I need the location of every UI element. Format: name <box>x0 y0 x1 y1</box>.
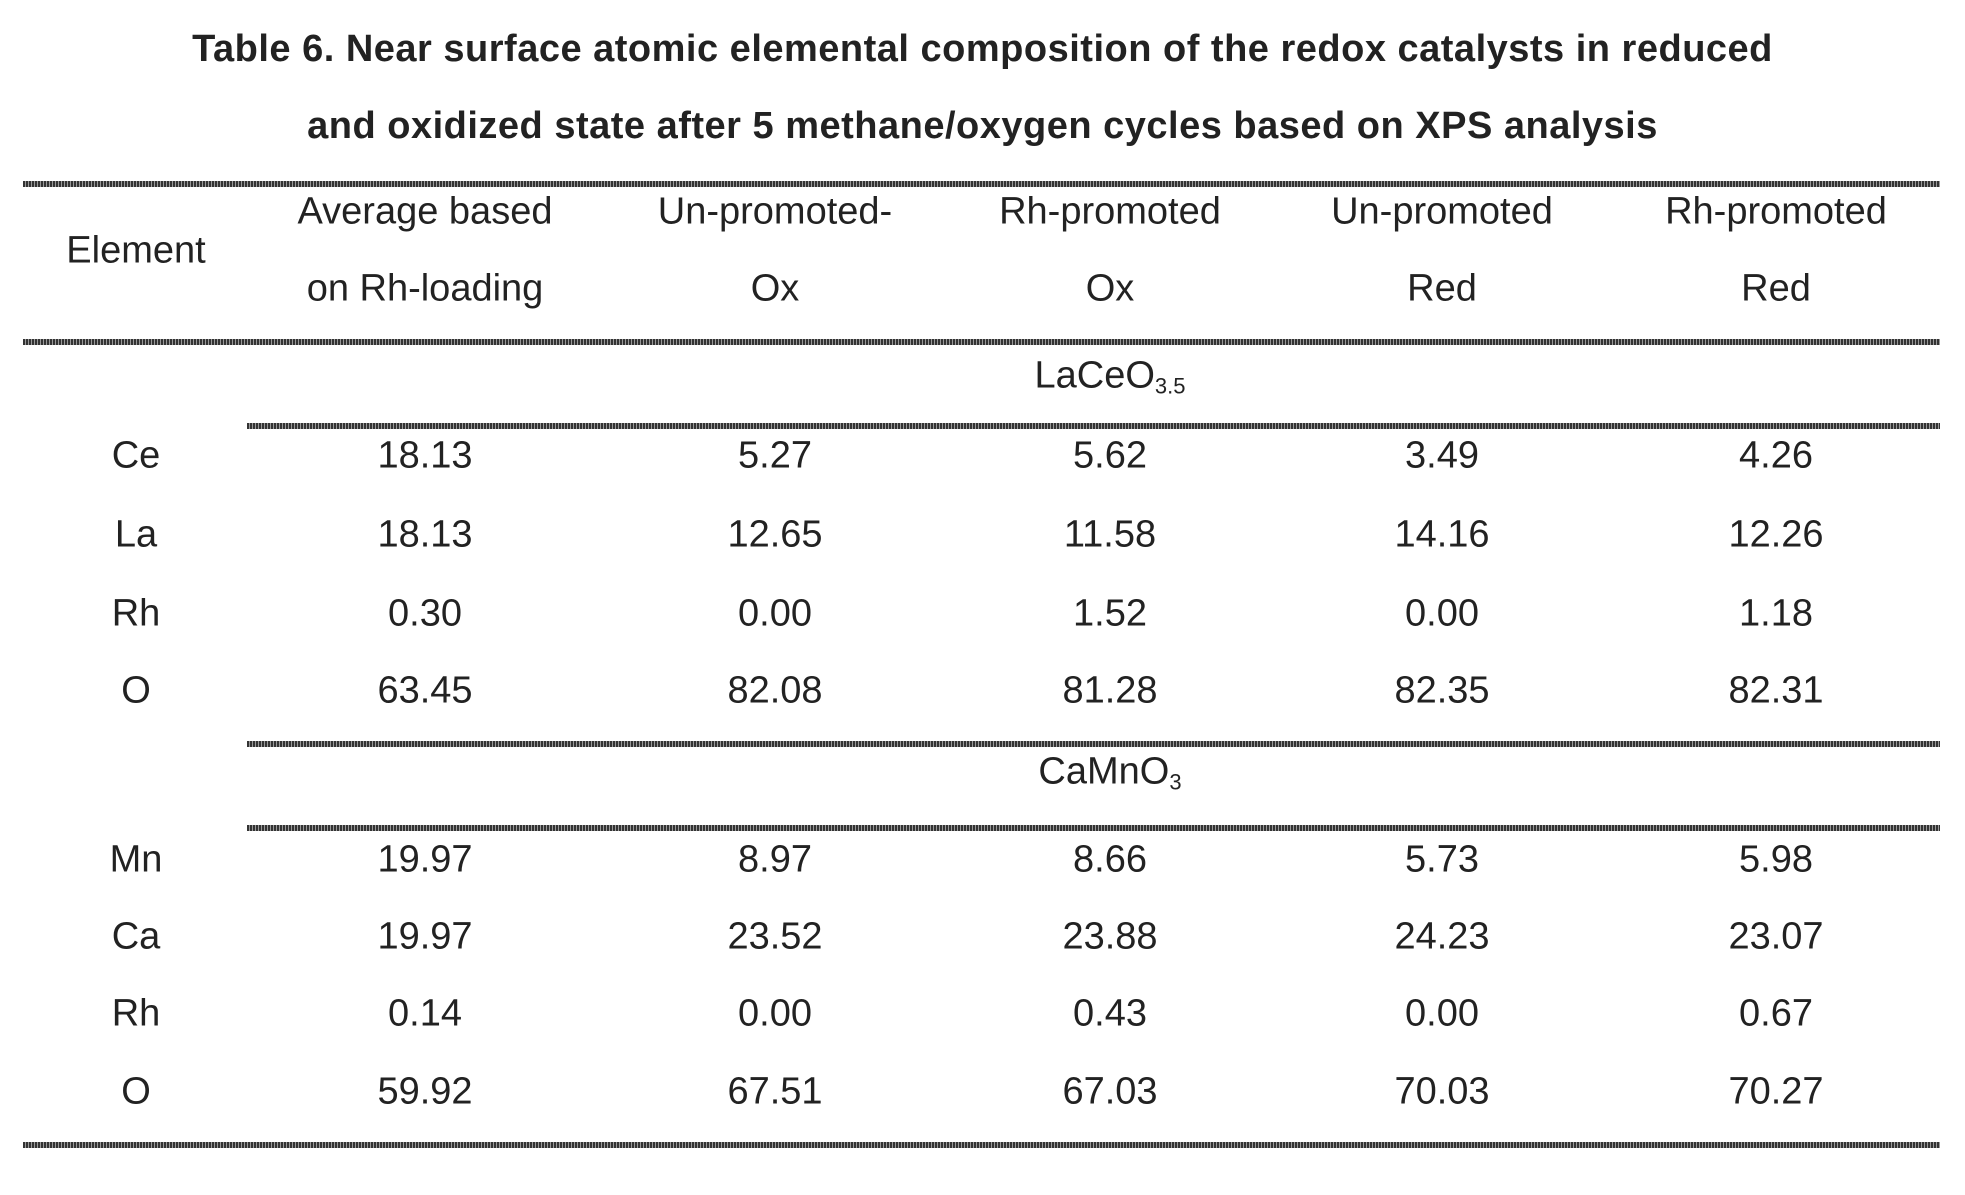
value-cell: 18.13 <box>255 514 595 557</box>
group-1-rule <box>247 423 1940 429</box>
value-cell: 23.52 <box>605 916 945 959</box>
value-cell: 5.98 <box>1606 839 1946 882</box>
column-header-line-2: on Rh-loading <box>255 268 595 311</box>
value-cell: 81.28 <box>940 670 1280 713</box>
value-cell: 0.00 <box>1272 993 1612 1036</box>
value-cell: 23.07 <box>1606 916 1946 959</box>
group-formula-subscript: 3 <box>1169 770 1181 795</box>
value-cell: 14.16 <box>1272 514 1612 557</box>
header-rule <box>23 339 1940 345</box>
value-cell: 82.08 <box>605 670 945 713</box>
value-cell: 12.26 <box>1606 514 1946 557</box>
column-header-line-2: Ox <box>605 268 945 311</box>
value-cell: 82.35 <box>1272 670 1612 713</box>
column-header-line-1: Un-promoted <box>1272 191 1612 234</box>
value-cell: 4.26 <box>1606 435 1946 478</box>
value-cell: 3.49 <box>1272 435 1612 478</box>
group-formula-subscript: 3.5 <box>1155 374 1186 399</box>
value-cell: 5.27 <box>605 435 945 478</box>
value-cell: 19.97 <box>255 839 595 882</box>
value-cell: 5.73 <box>1272 839 1612 882</box>
column-header-line-1: Average based <box>255 191 595 234</box>
value-cell: 0.43 <box>940 993 1280 1036</box>
value-cell: 8.97 <box>605 839 945 882</box>
bottom-rule <box>23 1142 1940 1148</box>
table-caption-line-2: and oxidized state after 5 methane/oxyge… <box>0 105 1965 148</box>
top-rule <box>23 181 1940 187</box>
value-cell: 70.03 <box>1272 1071 1612 1114</box>
value-cell: 67.03 <box>940 1071 1280 1114</box>
value-cell: 5.62 <box>940 435 1280 478</box>
group-label: CaMnO3 <box>940 751 1280 796</box>
group-1-end-rule <box>247 741 1940 747</box>
value-cell: 0.67 <box>1606 993 1946 1036</box>
column-header-line-1: Un-promoted- <box>605 191 945 234</box>
group-2-rule <box>247 825 1940 831</box>
column-header-element: Element <box>0 230 306 273</box>
value-cell: 1.52 <box>940 593 1280 636</box>
value-cell: 0.00 <box>1272 593 1612 636</box>
column-header-line-2: Red <box>1272 268 1612 311</box>
value-cell: 0.30 <box>255 593 595 636</box>
value-cell: 12.65 <box>605 514 945 557</box>
value-cell: 0.00 <box>605 993 945 1036</box>
table-caption-line-1: Table 6. Near surface atomic elemental c… <box>0 28 1965 71</box>
value-cell: 19.97 <box>255 916 595 959</box>
value-cell: 8.66 <box>940 839 1280 882</box>
value-cell: 82.31 <box>1606 670 1946 713</box>
column-header-line-2: Red <box>1606 268 1946 311</box>
value-cell: 11.58 <box>940 514 1280 557</box>
value-cell: 0.00 <box>605 593 945 636</box>
value-cell: 63.45 <box>255 670 595 713</box>
group-formula: CaMnO <box>1038 751 1169 793</box>
value-cell: 0.14 <box>255 993 595 1036</box>
value-cell: 18.13 <box>255 435 595 478</box>
group-label: LaCeO3.5 <box>940 355 1280 400</box>
value-cell: 59.92 <box>255 1071 595 1114</box>
value-cell: 24.23 <box>1272 916 1612 959</box>
column-header-line-1: Rh-promoted <box>1606 191 1946 234</box>
column-header-line-2: Ox <box>940 268 1280 311</box>
value-cell: 70.27 <box>1606 1071 1946 1114</box>
value-cell: 67.51 <box>605 1071 945 1114</box>
value-cell: 23.88 <box>940 916 1280 959</box>
column-header-line-1: Rh-promoted <box>940 191 1280 234</box>
group-formula: LaCeO <box>1035 355 1155 397</box>
value-cell: 1.18 <box>1606 593 1946 636</box>
